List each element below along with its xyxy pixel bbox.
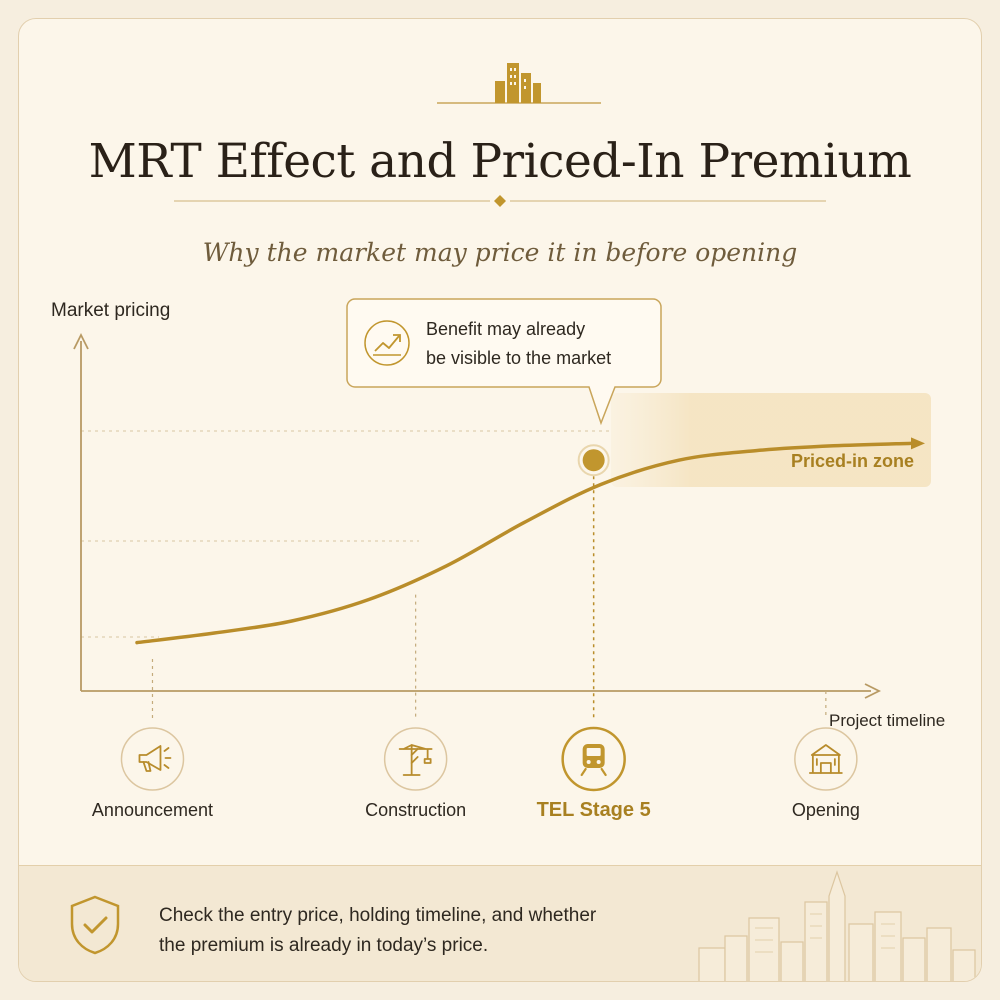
callout-line-2: be visible to the market [426, 348, 611, 368]
highlight-point [577, 444, 610, 477]
zone-label: Priced-in zone [791, 451, 914, 471]
pricing-chart: Market pricing Project timeline Announce… [51, 298, 945, 821]
crane-icon [398, 744, 433, 776]
callout-line-1: Benefit may already [426, 319, 585, 339]
train-icon [580, 744, 607, 777]
infographic-card: MRT Effect and Priced-In Premium Why the… [18, 18, 982, 982]
milestone-label: TEL Stage 5 [537, 799, 651, 821]
trend-up-icon [364, 320, 410, 366]
footer-line-1: Check the entry price, holding timeline,… [159, 905, 597, 926]
page-subtitle: Why the market may price it in before op… [202, 238, 798, 267]
series-arrowhead [911, 437, 925, 450]
priced-in-zone [611, 393, 931, 487]
city-buildings-icon [437, 63, 601, 104]
milestone-label: Announcement [92, 800, 213, 820]
footer-note: Check the entry price, holding timeline,… [159, 901, 679, 961]
milestone-label: Construction [365, 800, 466, 820]
title-divider [174, 195, 826, 207]
footer-line-2: the premium is already in today’s price. [159, 935, 489, 956]
city-skyline-illustration [698, 870, 976, 981]
shield-check-icon [70, 895, 120, 955]
footer-panel: Check the entry price, holding timeline,… [19, 865, 981, 981]
series-line [135, 441, 913, 645]
y-axis-label: Market pricing [51, 300, 170, 321]
station-building-icon [808, 744, 843, 774]
x-axis-label: Project timeline [829, 711, 945, 730]
milestone-marker [794, 727, 858, 791]
x-axis [81, 683, 882, 699]
page-title: MRT Effect and Priced-In Premium [88, 134, 912, 189]
milestone-marker [120, 727, 185, 791]
megaphone-icon [138, 745, 172, 772]
y-axis [73, 332, 89, 691]
milestone-label: Opening [792, 800, 860, 820]
callout: Benefit may already be visible to the ma… [346, 298, 662, 426]
